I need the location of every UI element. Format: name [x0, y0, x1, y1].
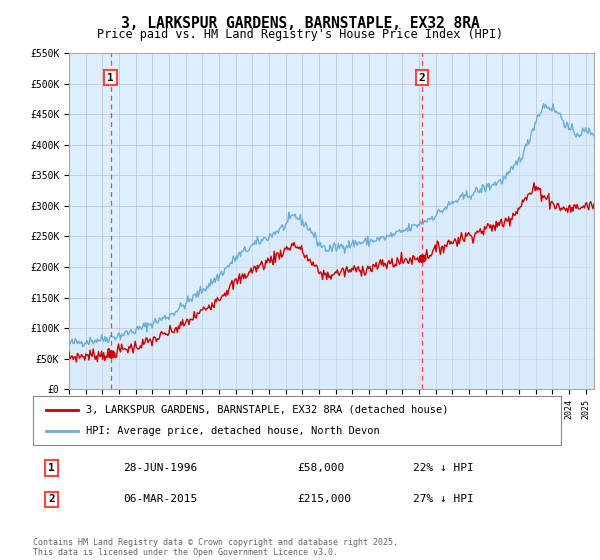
- Text: 27% ↓ HPI: 27% ↓ HPI: [413, 494, 474, 505]
- Text: 2: 2: [48, 494, 55, 505]
- Text: £58,000: £58,000: [297, 463, 344, 473]
- Text: 28-JUN-1996: 28-JUN-1996: [123, 463, 197, 473]
- Text: 1: 1: [107, 73, 114, 83]
- Text: Price paid vs. HM Land Registry's House Price Index (HPI): Price paid vs. HM Land Registry's House …: [97, 28, 503, 41]
- Text: 3, LARKSPUR GARDENS, BARNSTAPLE, EX32 8RA: 3, LARKSPUR GARDENS, BARNSTAPLE, EX32 8R…: [121, 16, 479, 31]
- Text: 06-MAR-2015: 06-MAR-2015: [123, 494, 197, 505]
- Text: 22% ↓ HPI: 22% ↓ HPI: [413, 463, 474, 473]
- Text: 2: 2: [419, 73, 425, 83]
- Text: HPI: Average price, detached house, North Devon: HPI: Average price, detached house, Nort…: [86, 426, 380, 436]
- Text: 3, LARKSPUR GARDENS, BARNSTAPLE, EX32 8RA (detached house): 3, LARKSPUR GARDENS, BARNSTAPLE, EX32 8R…: [86, 405, 448, 415]
- Text: £215,000: £215,000: [297, 494, 351, 505]
- Text: 1: 1: [48, 463, 55, 473]
- Text: Contains HM Land Registry data © Crown copyright and database right 2025.
This d: Contains HM Land Registry data © Crown c…: [33, 538, 398, 557]
